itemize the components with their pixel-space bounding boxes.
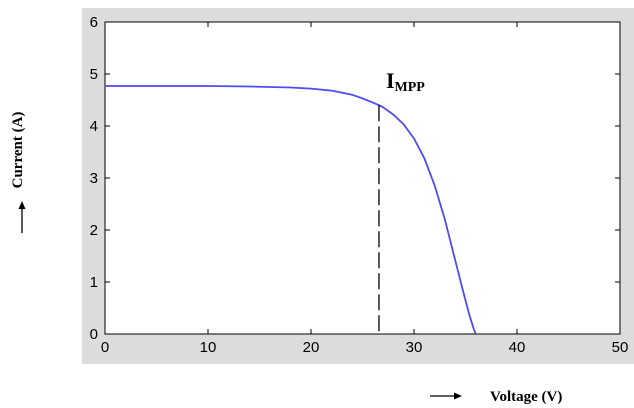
y-axis-title: Current (A) xyxy=(10,112,26,189)
mpp-label: IMPP xyxy=(386,68,425,95)
x-tick-label: 30 xyxy=(406,339,423,356)
iv-curve-line xyxy=(105,85,477,335)
x-tick-label: 0 xyxy=(101,339,109,356)
y-tick-label: 0 xyxy=(90,326,98,343)
y-tick-label: 6 xyxy=(90,14,98,31)
y-tick-label: 2 xyxy=(90,222,98,239)
x-axis-arrow xyxy=(430,392,462,400)
y-tick-label: 4 xyxy=(90,118,98,135)
axis-ticks: 0 10 20 30 40 50 0 1 2 3 4 5 6 xyxy=(90,14,629,356)
x-tick-label: 50 xyxy=(612,339,629,356)
mpp-label-main: I xyxy=(386,68,395,93)
mpp-label-sub: MPP xyxy=(395,80,426,95)
x-tick-label: 40 xyxy=(509,339,526,356)
x-tick-label: 10 xyxy=(200,339,217,356)
x-axis-title: Voltage (V) xyxy=(490,389,562,405)
annotation-layer: IMPP xyxy=(378,68,425,334)
y-tick-label: 1 xyxy=(90,274,98,291)
y-axis-title-group: Current (A) xyxy=(10,112,26,189)
series-layer xyxy=(105,85,477,335)
x-tick-label: 20 xyxy=(303,339,320,356)
y-axis-arrow xyxy=(18,201,26,233)
y-tick-label: 3 xyxy=(90,170,98,187)
plot-area xyxy=(104,21,621,335)
y-tick-label: 5 xyxy=(90,66,98,83)
